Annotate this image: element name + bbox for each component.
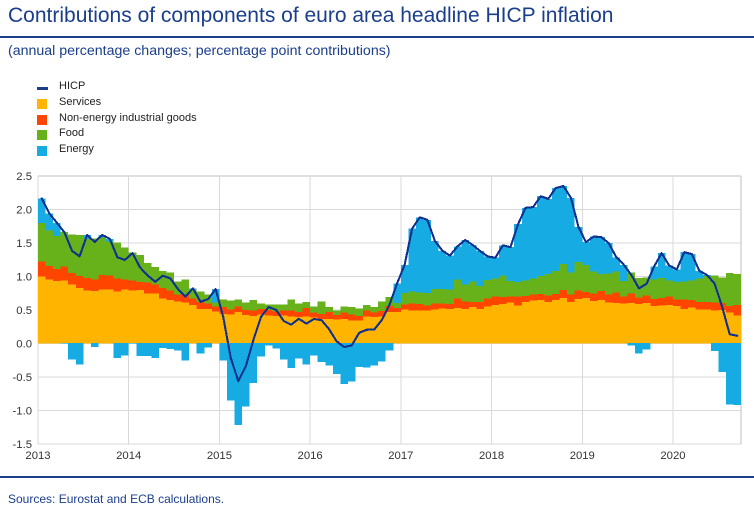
svg-text:2017: 2017 [388,450,413,462]
svg-text:2020: 2020 [660,450,685,462]
svg-text:1.5: 1.5 [16,238,32,250]
svg-text:1.0: 1.0 [16,272,32,284]
svg-text:0.0: 0.0 [16,339,32,351]
svg-text:2015: 2015 [207,450,232,462]
svg-text:2.5: 2.5 [16,171,32,183]
svg-text:2013: 2013 [25,450,50,462]
svg-text:2016: 2016 [298,450,323,462]
svg-text:-0.5: -0.5 [13,372,32,384]
svg-text:2019: 2019 [570,450,595,462]
svg-text:0.5: 0.5 [16,305,32,317]
svg-text:2018: 2018 [479,450,504,462]
svg-text:-1.0: -1.0 [13,406,32,418]
svg-text:2.0: 2.0 [16,205,32,217]
svg-text:2014: 2014 [116,450,141,462]
